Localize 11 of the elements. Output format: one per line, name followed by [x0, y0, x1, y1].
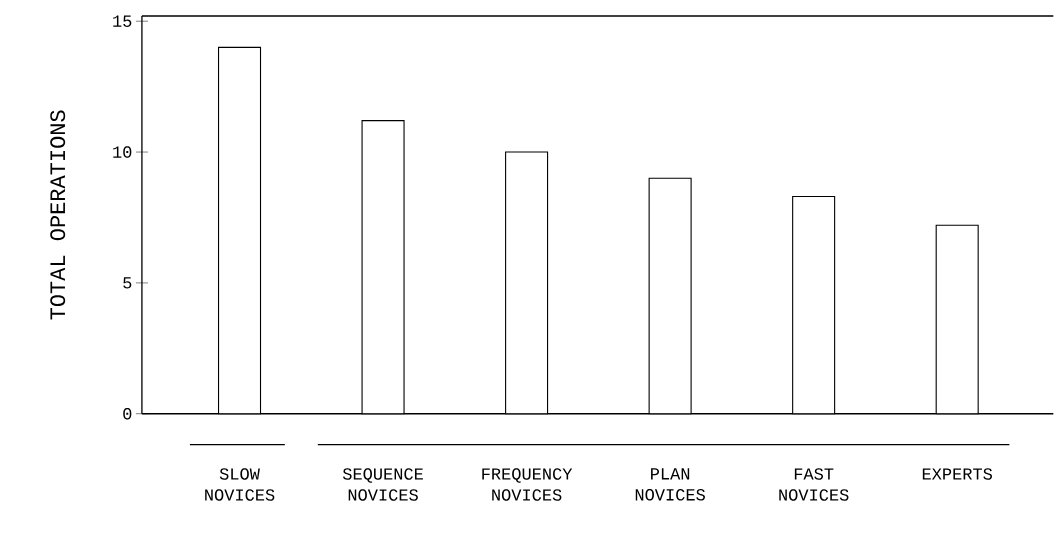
- y-tick-label: 5: [123, 277, 132, 289]
- y-tick-label: 10: [113, 146, 132, 158]
- y-tick-label: 0: [123, 408, 132, 420]
- x-tick-label: EXPERTS: [922, 468, 993, 480]
- x-tick-label: FAST NOVICES: [779, 468, 849, 501]
- x-tick-label: SEQUENCE NOVICES: [342, 468, 423, 501]
- x-tick-label: PLAN NOVICES: [635, 468, 705, 501]
- x-tick-label: FREQUENCY NOVICES: [482, 468, 573, 501]
- x-tick-label: SLOW NOVICES: [205, 468, 275, 501]
- y-tick-label: 15: [113, 15, 132, 28]
- y-axis-title: TOTAL OPERATIONS: [50, 110, 66, 320]
